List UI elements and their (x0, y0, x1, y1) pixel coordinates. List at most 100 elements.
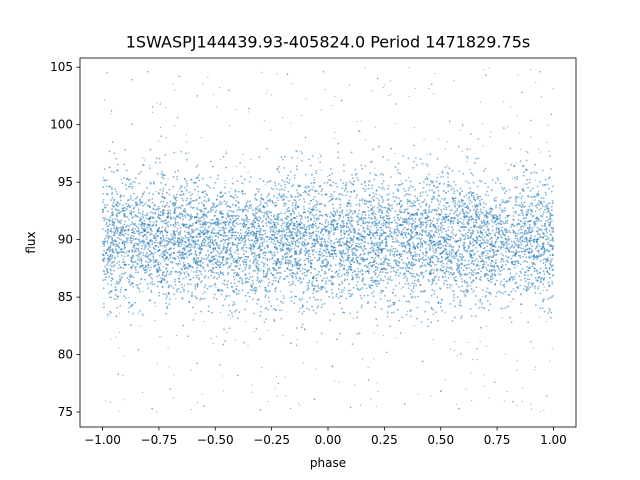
data-point (418, 274, 421, 277)
data-point (480, 242, 483, 245)
data-point (241, 210, 244, 213)
data-point (288, 269, 291, 271)
data-point (214, 258, 217, 261)
data-point (392, 266, 395, 269)
data-point (228, 267, 231, 269)
data-point (179, 291, 182, 293)
data-point (401, 182, 404, 185)
data-point (427, 219, 429, 222)
data-point (224, 192, 227, 195)
data-point (430, 269, 432, 272)
data-point (186, 158, 188, 161)
data-point (503, 207, 506, 210)
data-point (520, 303, 522, 305)
data-point (122, 204, 124, 207)
data-point (503, 268, 505, 270)
data-point (482, 265, 485, 268)
data-point (256, 241, 259, 244)
data-point (356, 259, 359, 262)
data-point (414, 245, 416, 248)
data-point (486, 225, 489, 228)
data-point (222, 247, 225, 250)
data-point (484, 236, 486, 239)
data-point (341, 311, 344, 314)
data-point (187, 214, 190, 217)
data-point (544, 234, 546, 237)
data-point (248, 180, 251, 183)
data-point (312, 198, 315, 201)
data-point (158, 274, 160, 277)
data-point (522, 203, 524, 206)
data-point (475, 221, 478, 224)
data-point (489, 255, 491, 258)
data-point (347, 259, 350, 262)
data-point (449, 236, 452, 239)
data-point (290, 300, 293, 303)
data-point (416, 279, 419, 281)
data-point (422, 276, 425, 279)
data-point (351, 174, 353, 176)
data-point (365, 264, 368, 267)
data-point (489, 211, 491, 214)
data-point (200, 259, 203, 262)
data-point (284, 270, 286, 273)
data-point (433, 231, 436, 234)
data-point (451, 261, 453, 264)
data-point (264, 202, 266, 204)
data-point (225, 259, 228, 262)
data-point (201, 216, 203, 219)
data-point (140, 251, 142, 254)
data-point (433, 276, 436, 279)
data-point (334, 246, 336, 249)
data-point (131, 239, 134, 242)
data-point (495, 238, 498, 241)
data-point (522, 174, 525, 177)
data-point (502, 284, 504, 287)
data-point (541, 213, 544, 216)
data-point (440, 264, 443, 267)
data-point (519, 232, 522, 234)
data-point (179, 227, 182, 229)
data-point (274, 308, 277, 311)
data-point (483, 224, 486, 227)
data-point (520, 247, 522, 250)
data-point (523, 241, 526, 244)
data-point (207, 221, 210, 224)
data-point (256, 266, 259, 268)
data-point (135, 225, 138, 227)
data-point (534, 263, 536, 266)
data-point (345, 272, 348, 274)
data-point (183, 249, 186, 252)
data-point (281, 179, 284, 182)
data-point (263, 238, 265, 241)
data-point (446, 286, 449, 289)
data-point (120, 288, 122, 291)
data-point (204, 254, 207, 256)
data-point (259, 269, 262, 272)
data-point (123, 212, 126, 215)
data-point (262, 263, 265, 265)
data-point (334, 264, 337, 266)
data-point (486, 277, 489, 280)
data-point (247, 280, 250, 283)
data-point (113, 260, 115, 263)
data-point (225, 203, 227, 206)
data-point (496, 291, 498, 294)
data-point (435, 263, 438, 266)
data-point (387, 159, 390, 161)
data-point (422, 275, 425, 277)
data-point (101, 201, 104, 204)
data-point (306, 289, 308, 292)
data-point (410, 289, 413, 292)
data-point (112, 251, 115, 254)
data-point (469, 199, 472, 202)
data-point (315, 200, 318, 203)
data-point (327, 230, 330, 233)
data-point (132, 246, 135, 249)
data-point (502, 231, 504, 234)
data-point (370, 277, 372, 279)
data-point (148, 258, 151, 261)
data-point (407, 221, 409, 224)
data-point (215, 277, 218, 280)
data-point (421, 213, 424, 216)
